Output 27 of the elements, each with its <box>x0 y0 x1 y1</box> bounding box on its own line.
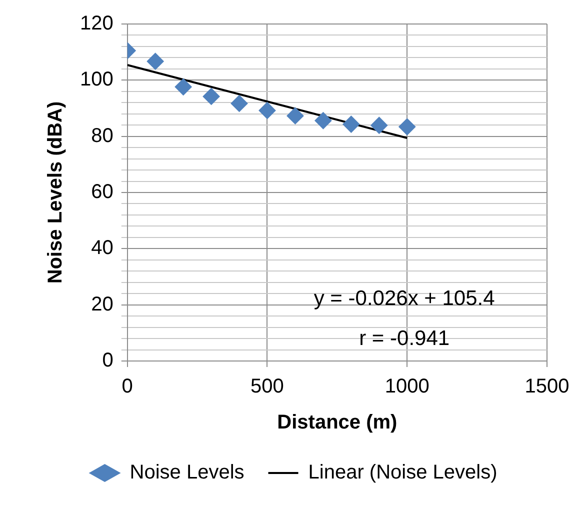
x-tick-label: 1000 <box>384 376 430 398</box>
annotation: r = -0.941 <box>359 326 450 350</box>
x-tick-label: 0 <box>122 376 133 398</box>
point <box>230 94 248 112</box>
point <box>174 78 192 96</box>
point <box>342 116 360 133</box>
x-axis-title: Distance (m) <box>277 412 398 434</box>
legend-label: Noise Levels <box>130 462 244 484</box>
y-tick-label: 40 <box>91 237 114 260</box>
y-tick-label: 100 <box>80 68 114 91</box>
point <box>258 102 276 119</box>
point <box>202 88 220 105</box>
point <box>286 107 304 124</box>
x-tick-label: 1500 <box>524 376 570 398</box>
y-tick-label: 60 <box>91 181 114 204</box>
point <box>370 116 388 134</box>
x-tick-label: 500 <box>250 376 284 398</box>
y-tick-label: 80 <box>91 124 114 147</box>
point <box>398 118 416 136</box>
point <box>146 52 164 70</box>
legend-label: Linear (Noise Levels) <box>308 462 498 484</box>
y-tick-label: 0 <box>102 350 114 372</box>
annotation: y = -0.026x + 105.4 <box>314 286 496 310</box>
y-tick-label: 20 <box>91 293 114 316</box>
point <box>314 112 332 130</box>
y-tick-label: 120 <box>80 12 114 35</box>
y-axis-title: Noise Levels (dBA) <box>44 101 67 284</box>
